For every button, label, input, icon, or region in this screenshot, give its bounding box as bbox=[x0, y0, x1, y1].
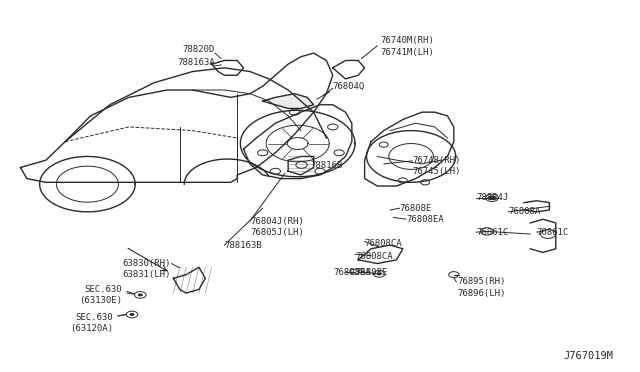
Text: SEC.630: SEC.630 bbox=[76, 312, 113, 321]
Circle shape bbox=[129, 313, 134, 316]
Text: 76808CA: 76808CA bbox=[355, 251, 393, 261]
Text: 76808BA: 76808BA bbox=[333, 268, 371, 277]
Text: 78816B: 78816B bbox=[310, 161, 342, 170]
Text: 76805J(LH): 76805J(LH) bbox=[250, 228, 303, 237]
Text: 788163B: 788163B bbox=[225, 241, 262, 250]
Text: 76808CA: 76808CA bbox=[365, 239, 402, 248]
Text: 76748(RH): 76748(RH) bbox=[412, 155, 461, 165]
Text: 78820D: 78820D bbox=[182, 45, 215, 54]
Text: (63130E): (63130E) bbox=[79, 296, 122, 305]
Text: 76861C: 76861C bbox=[537, 228, 569, 237]
Text: 76804Q: 76804Q bbox=[333, 82, 365, 91]
Circle shape bbox=[138, 294, 143, 296]
Text: 76808EA: 76808EA bbox=[406, 215, 444, 224]
Circle shape bbox=[489, 196, 495, 200]
Text: 76745(LH): 76745(LH) bbox=[412, 167, 461, 176]
Text: (63120A): (63120A) bbox=[70, 324, 113, 333]
Text: 76741M(LH): 76741M(LH) bbox=[381, 48, 435, 57]
Text: 76808A: 76808A bbox=[508, 207, 540, 217]
Text: 76808E: 76808E bbox=[399, 203, 432, 213]
Text: 76740M(RH): 76740M(RH) bbox=[381, 36, 435, 45]
Text: 788163A: 788163A bbox=[177, 58, 215, 67]
Text: 76896(LH): 76896(LH) bbox=[457, 289, 506, 298]
Text: 76808E: 76808E bbox=[355, 268, 387, 277]
Polygon shape bbox=[262, 94, 314, 109]
Text: 63830(RH): 63830(RH) bbox=[122, 259, 170, 268]
Text: J767019M: J767019M bbox=[563, 351, 613, 361]
Text: 63831(LH): 63831(LH) bbox=[122, 270, 170, 279]
Circle shape bbox=[377, 272, 382, 275]
Text: 78884J: 78884J bbox=[476, 193, 508, 202]
Text: 76804J(RH): 76804J(RH) bbox=[250, 217, 303, 225]
Text: 76861C: 76861C bbox=[476, 228, 508, 237]
Text: 76895(RH): 76895(RH) bbox=[457, 278, 506, 286]
Text: SEC.630: SEC.630 bbox=[85, 285, 122, 294]
